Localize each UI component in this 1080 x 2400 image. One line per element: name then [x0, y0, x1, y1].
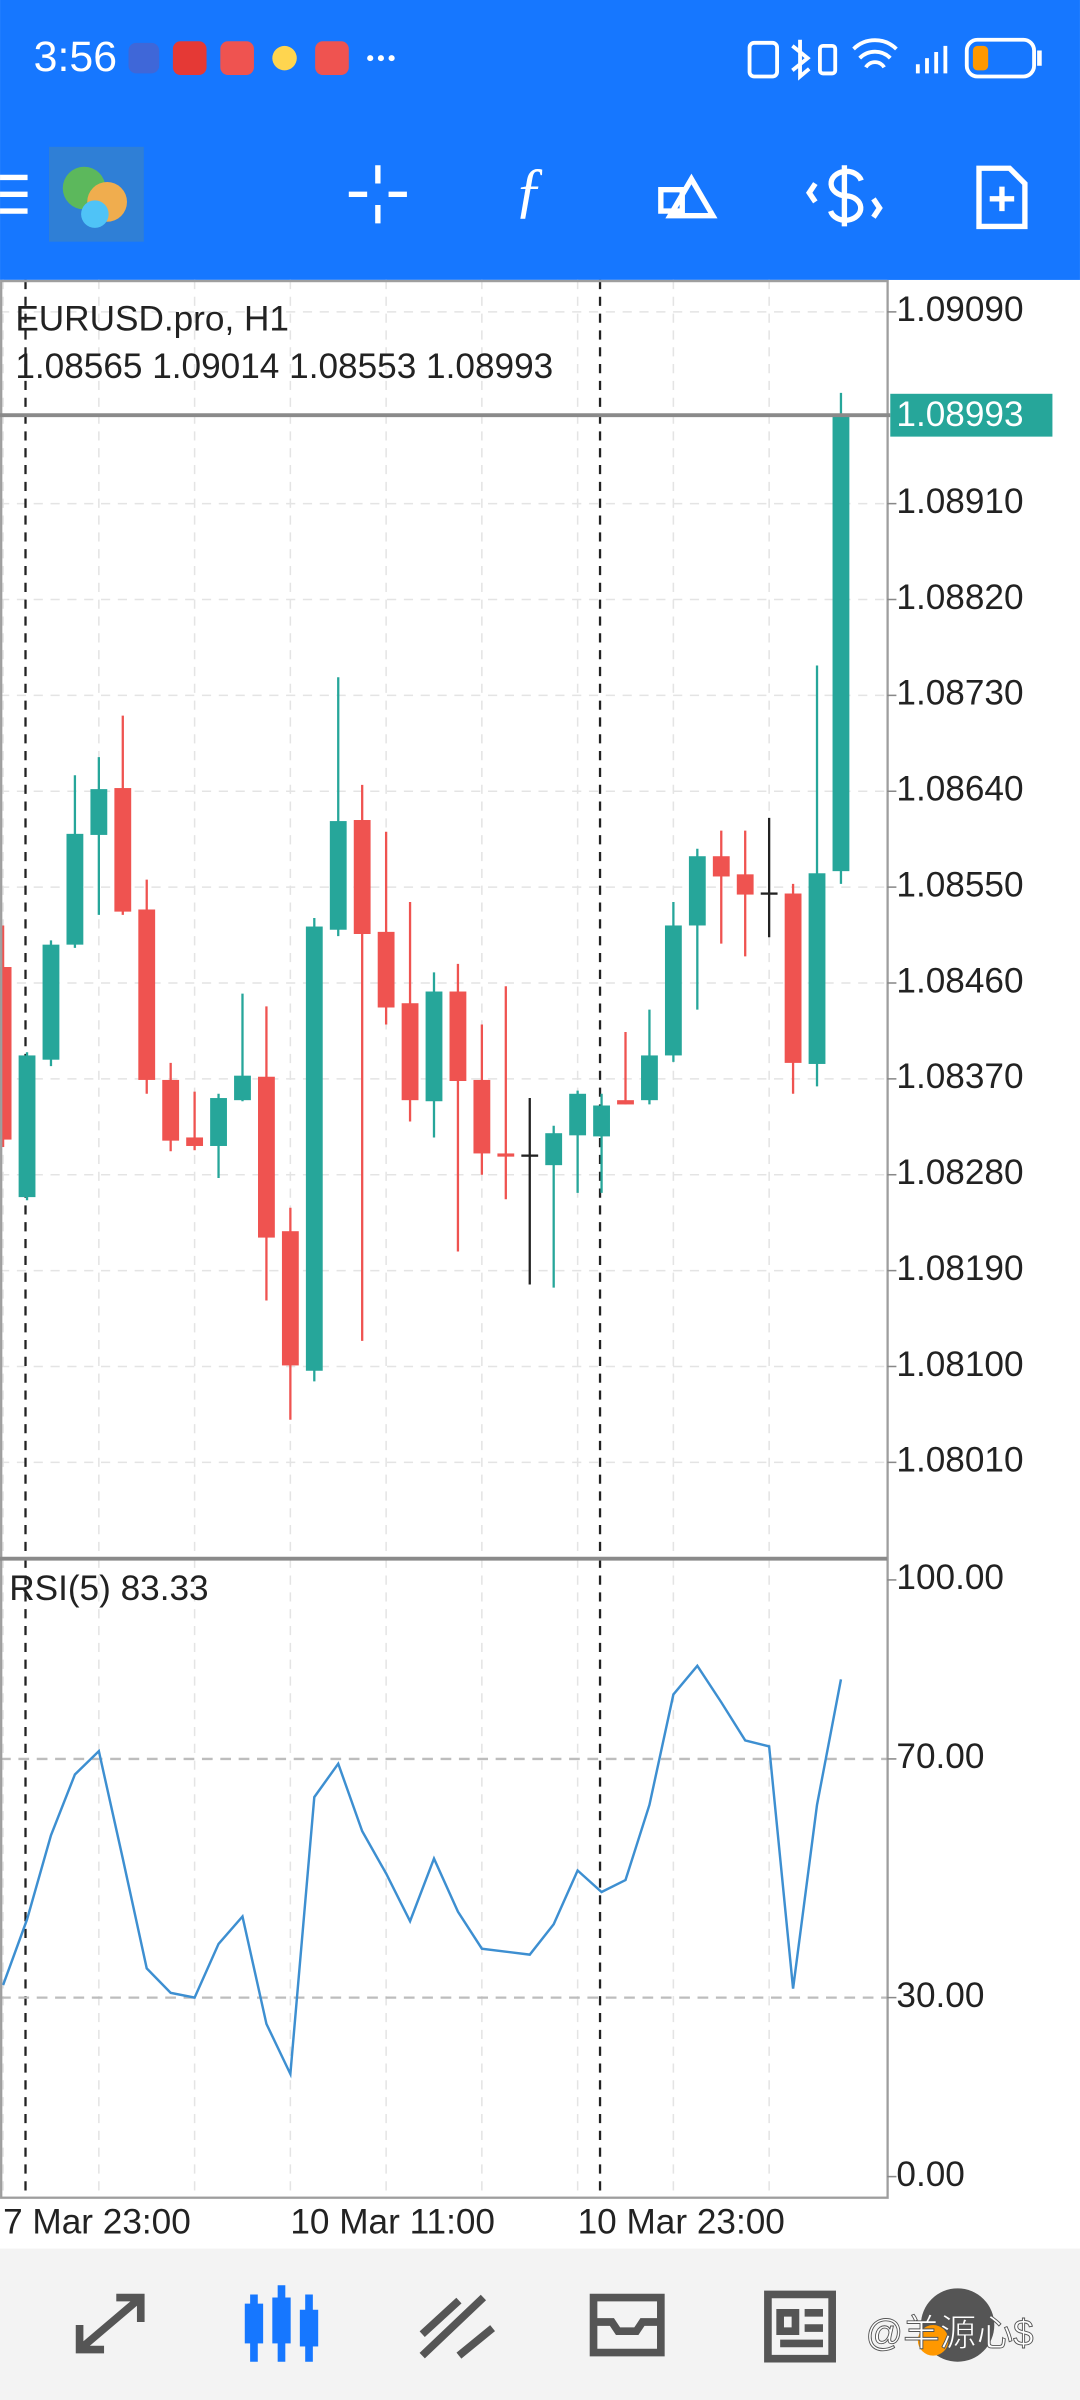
rsi-line	[1, 1663, 843, 2079]
y-tick-label: 30.00	[896, 1976, 984, 2015]
candle-body	[186, 1137, 204, 1146]
candle-body	[617, 1100, 634, 1105]
nav-history[interactable]	[589, 2293, 665, 2357]
candle-body	[305, 926, 323, 1371]
candle-body	[497, 1153, 515, 1157]
candle-body	[688, 856, 706, 926]
y-tick-label: 100.00	[896, 1558, 1004, 1597]
bottom-nav	[0, 2248, 1080, 2400]
candle-body	[832, 415, 850, 872]
candle-body	[808, 873, 826, 1064]
last-price-tag	[890, 393, 1053, 437]
candle-body	[114, 788, 132, 912]
candle-body	[449, 991, 467, 1081]
ohlc-readout: 1.08565 1.09014 1.08553 1.08993	[15, 347, 553, 386]
candle-body	[664, 925, 682, 1056]
candle-body	[712, 856, 730, 877]
x-tick-label: 7 Mar 23:00	[3, 2202, 191, 2241]
chart-frame	[0, 279, 889, 2199]
y-tick-label: 1.08910	[896, 482, 1023, 521]
candle-body	[593, 1105, 610, 1137]
rsi-title: RSI(5) 83.33	[9, 1569, 208, 1608]
nav-quotes[interactable]	[75, 2293, 145, 2354]
candle-body	[234, 1075, 251, 1101]
candle-body	[90, 789, 108, 835]
candle-body	[42, 944, 60, 1060]
y-tick-label: 1.08370	[896, 1057, 1023, 1096]
candle-body	[641, 1055, 658, 1101]
candle-body	[66, 833, 84, 945]
candle-body	[258, 1076, 275, 1238]
y-tick-label: 1.08820	[896, 578, 1023, 617]
candle-body	[425, 991, 443, 1102]
system-icons	[747, 37, 1042, 81]
new-order-button[interactable]	[976, 165, 1028, 230]
candle-body	[210, 1098, 227, 1146]
y-tick-label: 1.08730	[896, 674, 1023, 713]
candle-body	[784, 893, 802, 1063]
watermark: @羊源心$	[866, 2312, 1034, 2353]
candle-body	[473, 1079, 491, 1154]
candle-body	[545, 1133, 563, 1166]
candle-body	[401, 1003, 419, 1101]
candle-body	[281, 1231, 299, 1366]
y-tick-label: 1.09090	[896, 290, 1023, 329]
y-tick-label: 1.08460	[896, 961, 1023, 1000]
y-tick-label: 1.08640	[896, 770, 1023, 809]
objects-button[interactable]	[658, 173, 718, 219]
y-tick-label: 70.00	[896, 1737, 984, 1776]
menu-button[interactable]	[0, 174, 28, 214]
candle-body	[18, 1055, 36, 1198]
x-tick-label: 10 Mar 11:00	[290, 2202, 495, 2241]
candle-body	[377, 931, 395, 1008]
y-tick-label: 0.00	[896, 2155, 964, 2194]
candle-body	[521, 1154, 539, 1157]
notification-icons	[128, 41, 395, 75]
indicators-button[interactable]: ƒ	[514, 156, 545, 224]
candle-body	[353, 820, 371, 934]
symbol-title: EURUSD.pro, H1	[15, 300, 289, 339]
candle-body	[0, 967, 12, 1140]
app-header	[0, 0, 1080, 280]
crosshair-button[interactable]	[348, 165, 407, 224]
last-price-label: 1.08993	[896, 395, 1023, 434]
nav-icons-fill	[244, 2288, 995, 2362]
candle-body	[760, 892, 778, 895]
clock: 3:56	[34, 33, 117, 81]
candle-body	[329, 821, 347, 930]
nav-trade[interactable]	[419, 2294, 496, 2359]
nav-icons	[75, 2285, 836, 2363]
y-tick-label: 1.08190	[896, 1249, 1023, 1288]
toolbar: ƒ	[0, 146, 1028, 242]
x-tick-label: 10 Mar 23:00	[578, 2202, 785, 2241]
chart-area	[0, 279, 888, 2199]
y-tick-label: 1.08010	[896, 1441, 1023, 1480]
candle-body	[736, 874, 754, 895]
candle-body	[162, 1079, 180, 1141]
nav-news[interactable]	[764, 2290, 836, 2363]
candle-body	[138, 909, 156, 1080]
candle-body	[569, 1093, 587, 1136]
y-tick-label: 1.08100	[896, 1345, 1023, 1384]
y-tick-label: 1.08550	[896, 865, 1023, 904]
y-tick-label: 1.08280	[896, 1153, 1023, 1192]
trade-button[interactable]	[805, 165, 883, 227]
